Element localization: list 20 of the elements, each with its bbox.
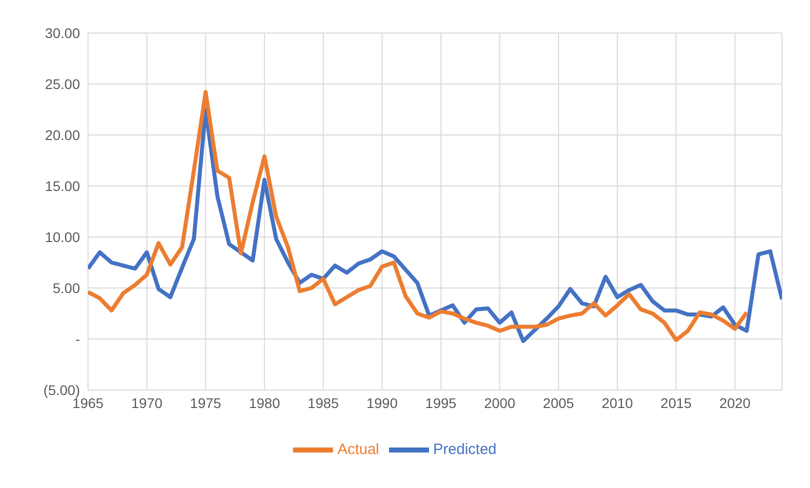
legend-label: Predicted bbox=[433, 440, 497, 458]
y-tick-label: 25.00 bbox=[44, 76, 80, 92]
x-tick-label: 1970 bbox=[131, 394, 163, 411]
y-tick-label: 15.00 bbox=[44, 178, 80, 194]
y-tick-label: - bbox=[75, 330, 80, 347]
x-tick-label: 1975 bbox=[190, 394, 222, 411]
x-tick-label: 1995 bbox=[425, 394, 457, 411]
x-tick-label: 2015 bbox=[660, 394, 692, 411]
y-tick-label: 20.00 bbox=[44, 126, 80, 143]
y-tick-label: 30.00 bbox=[44, 24, 80, 41]
x-tick-label: 1980 bbox=[248, 394, 280, 411]
legend-label: Actual bbox=[337, 440, 380, 458]
x-tick-label: 2010 bbox=[602, 394, 634, 411]
x-tick-label: 1985 bbox=[308, 394, 340, 411]
x-tick-label: 2005 bbox=[542, 394, 574, 411]
x-tick-label: 2020 bbox=[719, 394, 751, 411]
y-tick-label: 10.00 bbox=[44, 228, 80, 245]
y-tick-label: 5.00 bbox=[52, 280, 80, 296]
x-tick-label: 2000 bbox=[484, 394, 516, 411]
x-tick-label: 1990 bbox=[366, 394, 398, 411]
